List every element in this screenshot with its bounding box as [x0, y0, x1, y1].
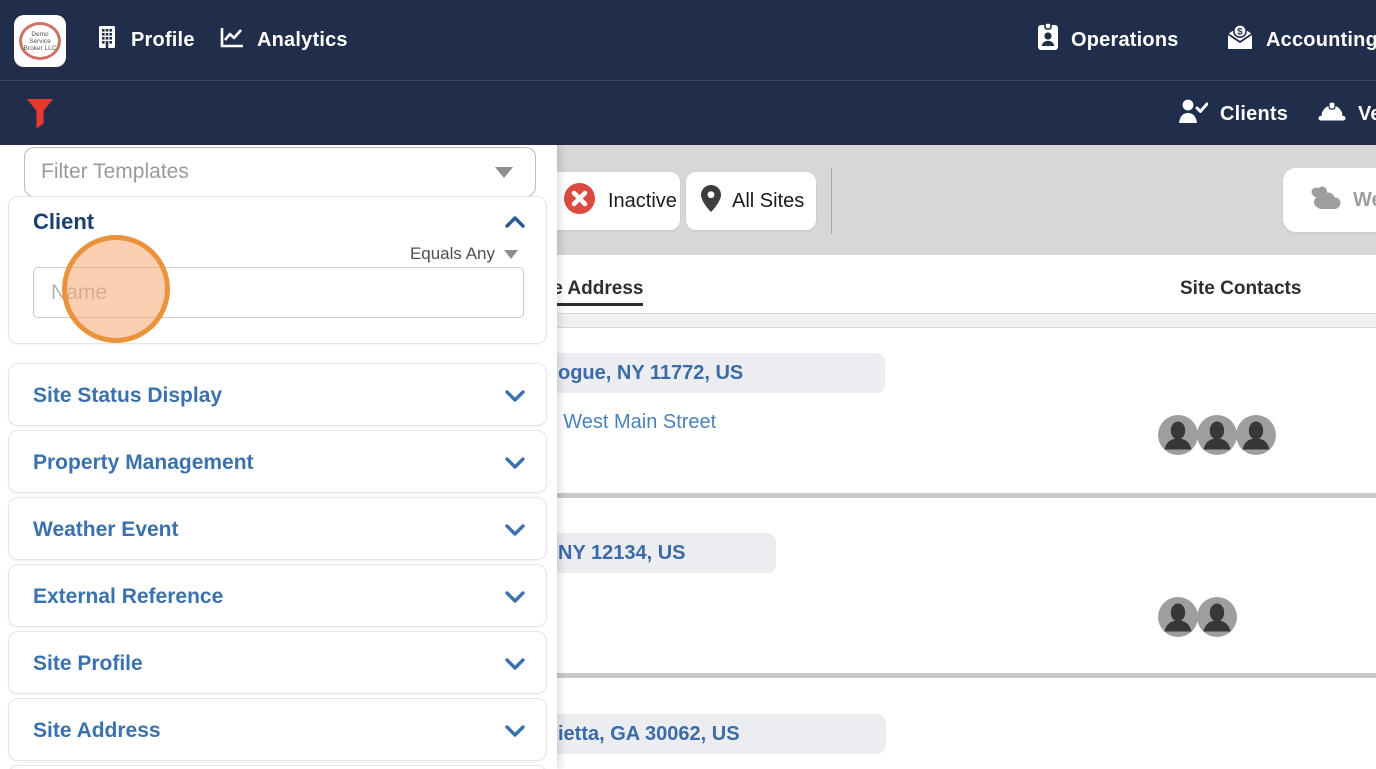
chevron-down-icon: [505, 590, 525, 603]
nav-clients[interactable]: Clients: [1178, 98, 1289, 130]
envelope-dollar-icon: $: [1226, 23, 1254, 57]
filter-section-property-management[interactable]: Property Management: [8, 430, 547, 493]
line-chart-icon: [219, 25, 245, 55]
client-name-input[interactable]: [33, 267, 524, 318]
weather-button-label: Weather: [1353, 188, 1376, 211]
address-chip[interactable]: ogue, NY 11772, US: [544, 353, 885, 393]
site-contacts-group[interactable]: [1158, 415, 1276, 455]
filter-templates-select[interactable]: Filter Templates: [24, 147, 536, 197]
filter-templates-placeholder: Filter Templates: [41, 160, 189, 183]
nav-vendors-label: Vendors: [1358, 102, 1376, 125]
inactive-button-label: Inactive: [608, 189, 677, 212]
nav-accounting-label: Accounting: [1266, 28, 1376, 51]
filter-section-site-profile[interactable]: Site Profile: [8, 631, 547, 694]
filter-section-site-status-display[interactable]: Site Status Display: [8, 363, 547, 426]
site-contacts-group[interactable]: [1158, 597, 1237, 637]
section-title: Weather Event: [33, 517, 179, 541]
contact-avatar-icon[interactable]: [1197, 415, 1237, 455]
nav-operations[interactable]: Operations: [1037, 22, 1179, 57]
nav-vendors[interactable]: Vendors: [1318, 100, 1376, 128]
client-operator-label: Equals Any: [409, 244, 495, 263]
sub-navbar: Clients Vendors: [0, 80, 1376, 145]
chevron-down-icon: [505, 724, 525, 737]
section-title: External Reference: [33, 584, 224, 608]
nav-profile-label: Profile: [131, 28, 195, 51]
section-title: Site Address: [33, 718, 161, 742]
section-title: Site Status Display: [33, 383, 223, 407]
nav-accounting[interactable]: $ Accounting: [1226, 23, 1376, 57]
weather-clouds-icon: [1307, 185, 1341, 215]
column-header-site-contacts: Site Contacts: [1180, 278, 1302, 299]
nav-analytics-label: Analytics: [257, 28, 348, 51]
filter-section-partial[interactable]: [8, 765, 547, 769]
chevron-down-icon: [505, 456, 525, 469]
row-divider: [0, 493, 1376, 498]
chevron-down-icon: [505, 389, 525, 402]
client-operator-select[interactable]: Equals Any: [410, 244, 518, 264]
section-title: Property Management: [33, 450, 254, 474]
dropdown-triangle-icon: [504, 249, 518, 259]
client-section-title: Client: [33, 209, 95, 234]
contact-avatar-icon[interactable]: [1158, 415, 1198, 455]
logo-text: Demo Service Broker LLC: [23, 30, 57, 52]
logo-ring-icon: Demo Service Broker LLC: [19, 22, 61, 60]
chevron-down-icon: [505, 657, 525, 670]
row-divider: [0, 673, 1376, 678]
nav-clients-label: Clients: [1220, 102, 1289, 125]
contact-avatar-icon[interactable]: [1197, 597, 1237, 637]
address-chip[interactable]: NY 12134, US: [544, 533, 776, 573]
nav-analytics[interactable]: Analytics: [219, 26, 348, 54]
weather-button[interactable]: Weather: [1283, 168, 1376, 232]
toolbar-divider: [831, 168, 832, 234]
filter-section-external-reference[interactable]: External Reference: [8, 564, 547, 627]
red-x-circle-icon: [564, 183, 595, 219]
filter-section-site-address[interactable]: Site Address: [8, 698, 547, 761]
contact-avatar-icon[interactable]: [1158, 597, 1198, 637]
all-sites-button[interactable]: All Sites: [686, 172, 816, 230]
chevron-down-icon: [505, 523, 525, 536]
dropdown-triangle-icon: [495, 166, 513, 178]
building-icon: [95, 25, 119, 55]
chevron-up-icon[interactable]: [502, 209, 528, 240]
filter-section-client: Client Equals Any: [8, 196, 547, 344]
section-title: Site Profile: [33, 651, 143, 675]
map-pin-icon: [701, 185, 721, 217]
filter-sidebar: Filter Templates Client Equals Any Site …: [0, 145, 557, 769]
all-sites-button-label: All Sites: [732, 189, 805, 212]
filter-section-weather-event[interactable]: Weather Event: [8, 497, 547, 560]
svg-text:$: $: [1237, 26, 1243, 37]
person-check-icon: [1178, 98, 1209, 130]
nav-profile[interactable]: Profile: [95, 26, 195, 54]
top-navbar: Demo Service Broker LLC Profile: [0, 0, 1376, 80]
address-chip[interactable]: ietta, GA 30062, US: [544, 714, 886, 754]
street-link[interactable]: - West Main Street: [551, 411, 717, 433]
inactive-filter-button[interactable]: Inactive: [544, 172, 680, 230]
hard-hat-icon: [1318, 99, 1346, 129]
contact-avatar-icon[interactable]: [1236, 415, 1276, 455]
id-badge-icon: [1037, 22, 1059, 57]
company-logo[interactable]: Demo Service Broker LLC: [14, 15, 66, 67]
nav-operations-label: Operations: [1071, 28, 1179, 51]
filter-funnel-icon[interactable]: [26, 98, 54, 135]
